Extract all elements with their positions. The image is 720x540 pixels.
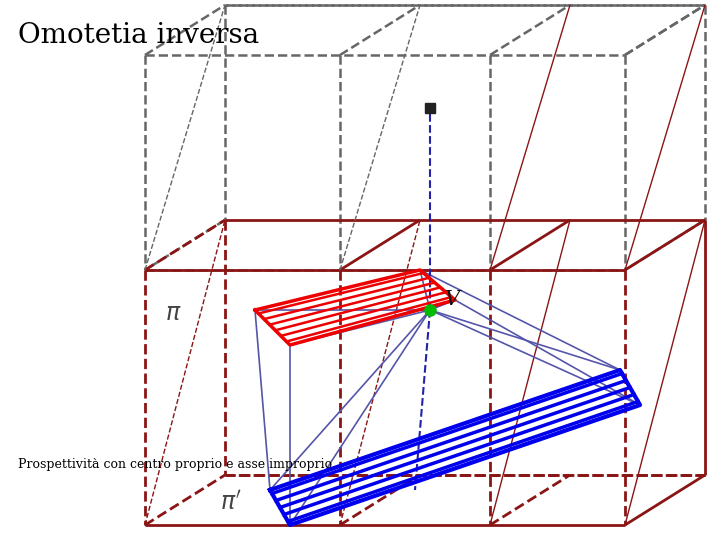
Text: V: V <box>445 290 460 309</box>
Text: $\pi$: $\pi$ <box>165 302 181 325</box>
Bar <box>425 103 435 113</box>
Text: Prospettività con centro proprio e asse improprio: Prospettività con centro proprio e asse … <box>18 458 332 471</box>
Text: Omotetia inversa: Omotetia inversa <box>18 22 259 49</box>
Text: $\pi'$: $\pi'$ <box>220 491 242 515</box>
